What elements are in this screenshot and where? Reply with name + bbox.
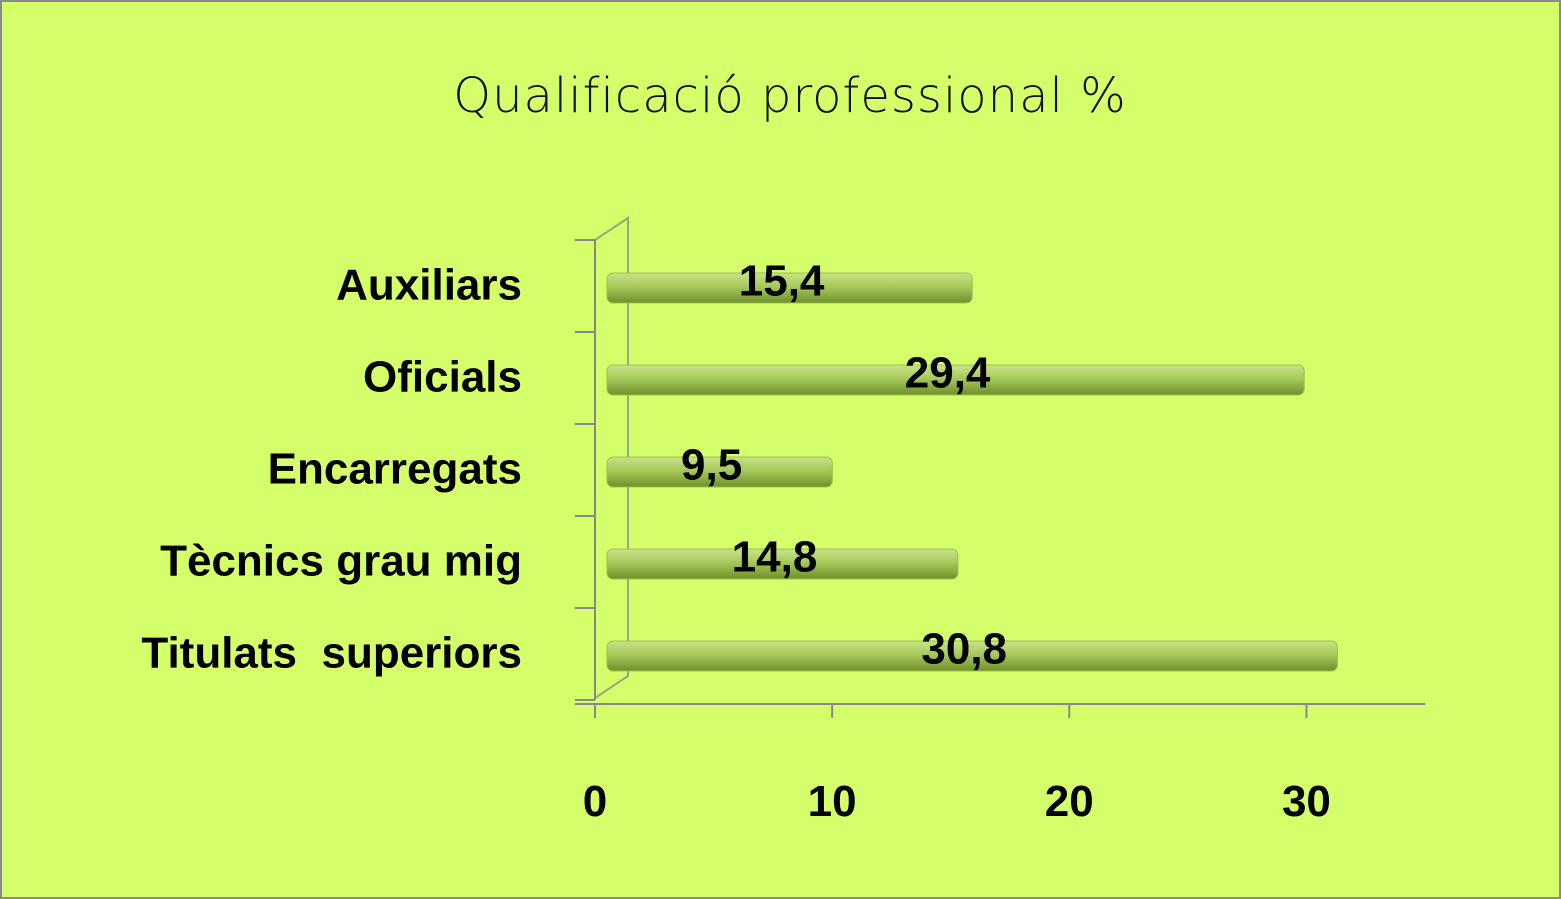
bar xyxy=(606,272,973,304)
chart-title: Qualificació professional % xyxy=(453,68,1126,124)
bar xyxy=(606,364,1305,396)
y-tick-label: Encarregats xyxy=(268,445,522,494)
x-tick-label: 20 xyxy=(1045,777,1094,826)
data-label: 29,4 xyxy=(905,349,991,398)
bar xyxy=(606,548,959,580)
data-label: 15,4 xyxy=(739,257,825,306)
y-tick-label: Oficials xyxy=(363,353,522,402)
y-tick-label: Tècnics grau mig xyxy=(160,537,522,586)
x-tick-label: 30 xyxy=(1282,777,1331,826)
data-label: 14,8 xyxy=(732,533,818,582)
bar xyxy=(606,640,1338,672)
data-label: 9,5 xyxy=(681,441,742,490)
x-tick-label: 10 xyxy=(808,777,857,826)
y-tick-label: Auxiliars xyxy=(336,261,522,310)
x-tick-label: 0 xyxy=(583,777,607,826)
bar xyxy=(606,456,833,488)
y-tick-label: Titulats superiors xyxy=(141,629,522,678)
data-label: 30,8 xyxy=(921,625,1007,674)
